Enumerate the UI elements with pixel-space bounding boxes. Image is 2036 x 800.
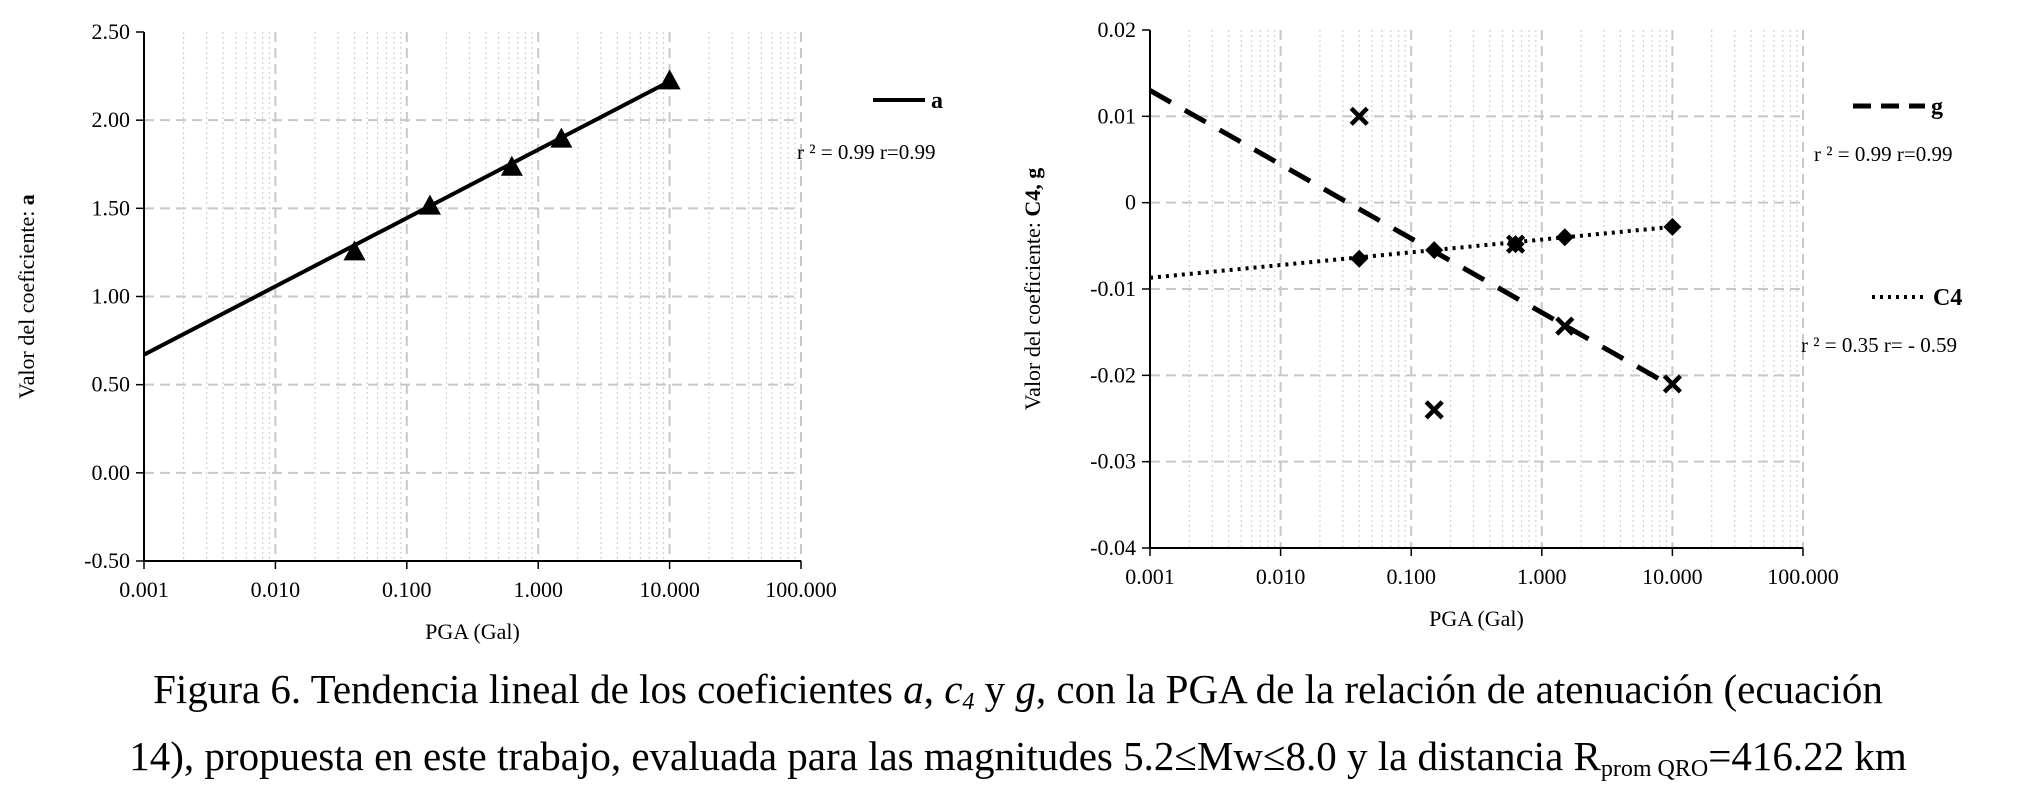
caption-line-1: Figura 6. Tendencia lineal de los coefic… bbox=[0, 662, 2036, 729]
legend-entry-a: a r ² = 0.99 r=0.99 bbox=[797, 88, 943, 164]
y-axis-title-text: Valor del coeficiente: bbox=[14, 205, 39, 399]
y-axis-title: Valor del coeficiente: a bbox=[14, 194, 39, 399]
series-g-fit-line bbox=[1148, 88, 1674, 389]
series-a-point bbox=[500, 155, 523, 176]
x-axis-title: PGA (Gal) bbox=[1429, 606, 1524, 631]
legend-entry-g: g r ² = 0.99 r=0.99 bbox=[1814, 94, 1952, 166]
x-marker-stroke bbox=[1662, 374, 1682, 394]
series-g-point bbox=[1349, 106, 1369, 126]
series-g-point bbox=[1662, 374, 1682, 394]
caption-text: , con la PGA de la relación de atenuació… bbox=[1035, 666, 1883, 712]
y-tick-label: -0.04 bbox=[1090, 535, 1136, 560]
legend-stat-C4: r ² = 0.35 r= - 0.59 bbox=[1801, 333, 1957, 357]
y-tick-label: 2.50 bbox=[92, 19, 131, 44]
x-tick-label: 100.000 bbox=[765, 577, 837, 602]
y-axis-title: Valor del coeficiente: C4, g bbox=[1020, 168, 1045, 411]
caption-text: y bbox=[974, 666, 1016, 712]
x-tick-label: 0.010 bbox=[1256, 564, 1306, 589]
series-C4-point bbox=[1350, 249, 1369, 268]
legend-label-g: g bbox=[1931, 94, 1943, 120]
caption-symbol-c: c bbox=[944, 666, 963, 712]
y-tick-label: 1.50 bbox=[92, 195, 131, 220]
caption-subscript: prom QRO bbox=[1600, 756, 1709, 782]
caption-text: Figura 6. Tendencia lineal de los coefic… bbox=[153, 666, 904, 712]
legend-entry-C4: C4 r ² = 0.35 r= - 0.59 bbox=[1801, 285, 1962, 357]
y-tick-label: -0.02 bbox=[1090, 362, 1136, 387]
series-g-point bbox=[1555, 316, 1575, 336]
series-a-point bbox=[658, 69, 681, 90]
legend-label-a: a bbox=[931, 88, 943, 114]
caption-line-2: 14), propuesta en este trabajo, evaluada… bbox=[0, 729, 2036, 796]
x-tick-label: 0.001 bbox=[119, 577, 169, 602]
legend-stat-g: r ² = 0.99 r=0.99 bbox=[1814, 142, 1952, 166]
x-tick-label: 0.100 bbox=[1386, 564, 1436, 589]
y-tick-label: 1.00 bbox=[92, 284, 131, 309]
series-C4-point bbox=[1425, 241, 1444, 260]
caption-text: =416.22 km bbox=[1708, 733, 1907, 779]
x-tick-label: 100.000 bbox=[1767, 564, 1839, 589]
x-tick-label: 0.100 bbox=[382, 577, 432, 602]
y-tick-label: -0.50 bbox=[84, 548, 130, 573]
x-marker-stroke bbox=[1555, 316, 1575, 336]
y-tick-label: 0.01 bbox=[1098, 103, 1137, 128]
legend-stat-a: r ² = 0.99 r=0.99 bbox=[797, 140, 935, 164]
series-g-point bbox=[1424, 400, 1444, 420]
y-tick-label: -0.03 bbox=[1090, 449, 1136, 474]
x-tick-label: 1.000 bbox=[513, 577, 563, 602]
series-a-point bbox=[343, 240, 366, 261]
x-tick-label: 0.001 bbox=[1125, 564, 1175, 589]
caption-text: 14), propuesta en este trabajo, evaluada… bbox=[129, 733, 1601, 779]
figure-caption: Figura 6. Tendencia lineal de los coefic… bbox=[0, 662, 2036, 796]
series-a-fit-line bbox=[143, 79, 671, 357]
x-marker-stroke bbox=[1349, 106, 1369, 126]
x-axis-title: PGA (Gal) bbox=[425, 619, 520, 644]
series-a-point bbox=[550, 127, 573, 148]
chart-a-coefficient: 2.50 2.00 1.50 1.00 0.50 0.00 -0.50 0.001 0.010 0… bbox=[14, 19, 943, 644]
legend-label-C4: C4 bbox=[1933, 285, 1962, 311]
x-tick-label: 10.000 bbox=[639, 577, 700, 602]
caption-symbol-c-subscript: 4 bbox=[962, 689, 975, 715]
x-marker-stroke bbox=[1424, 400, 1444, 420]
y-tick-label: 0 bbox=[1125, 190, 1136, 215]
y-axis-title-symbol: C4, g bbox=[1020, 168, 1045, 217]
series-C4-point bbox=[1663, 217, 1682, 236]
x-tick-label: 0.010 bbox=[251, 577, 301, 602]
x-tick-label: 1.000 bbox=[1517, 564, 1567, 589]
y-tick-label: -0.01 bbox=[1090, 276, 1136, 301]
series-a-point bbox=[418, 194, 441, 215]
y-tick-label: 2.00 bbox=[92, 107, 131, 132]
series-C4-point bbox=[1555, 228, 1574, 247]
x-tick-label: 10.000 bbox=[1642, 564, 1703, 589]
series-C4-point bbox=[1506, 235, 1525, 254]
caption-symbol-a: a bbox=[903, 666, 924, 712]
y-axis-title-text: Valor del coeficiente: bbox=[1020, 217, 1045, 411]
y-axis-title-symbol: a bbox=[14, 194, 39, 205]
y-tick-label: 0.00 bbox=[92, 460, 131, 485]
caption-symbol-g: g bbox=[1015, 666, 1036, 712]
chart-c4-g-coefficients: 0.020.010-0.01-0.02-0.03-0.040.001 0.010 0… bbox=[1020, 17, 1962, 631]
y-tick-label: 0.50 bbox=[92, 372, 131, 397]
y-tick-label: 0.02 bbox=[1098, 17, 1137, 42]
caption-text: , bbox=[923, 666, 945, 712]
